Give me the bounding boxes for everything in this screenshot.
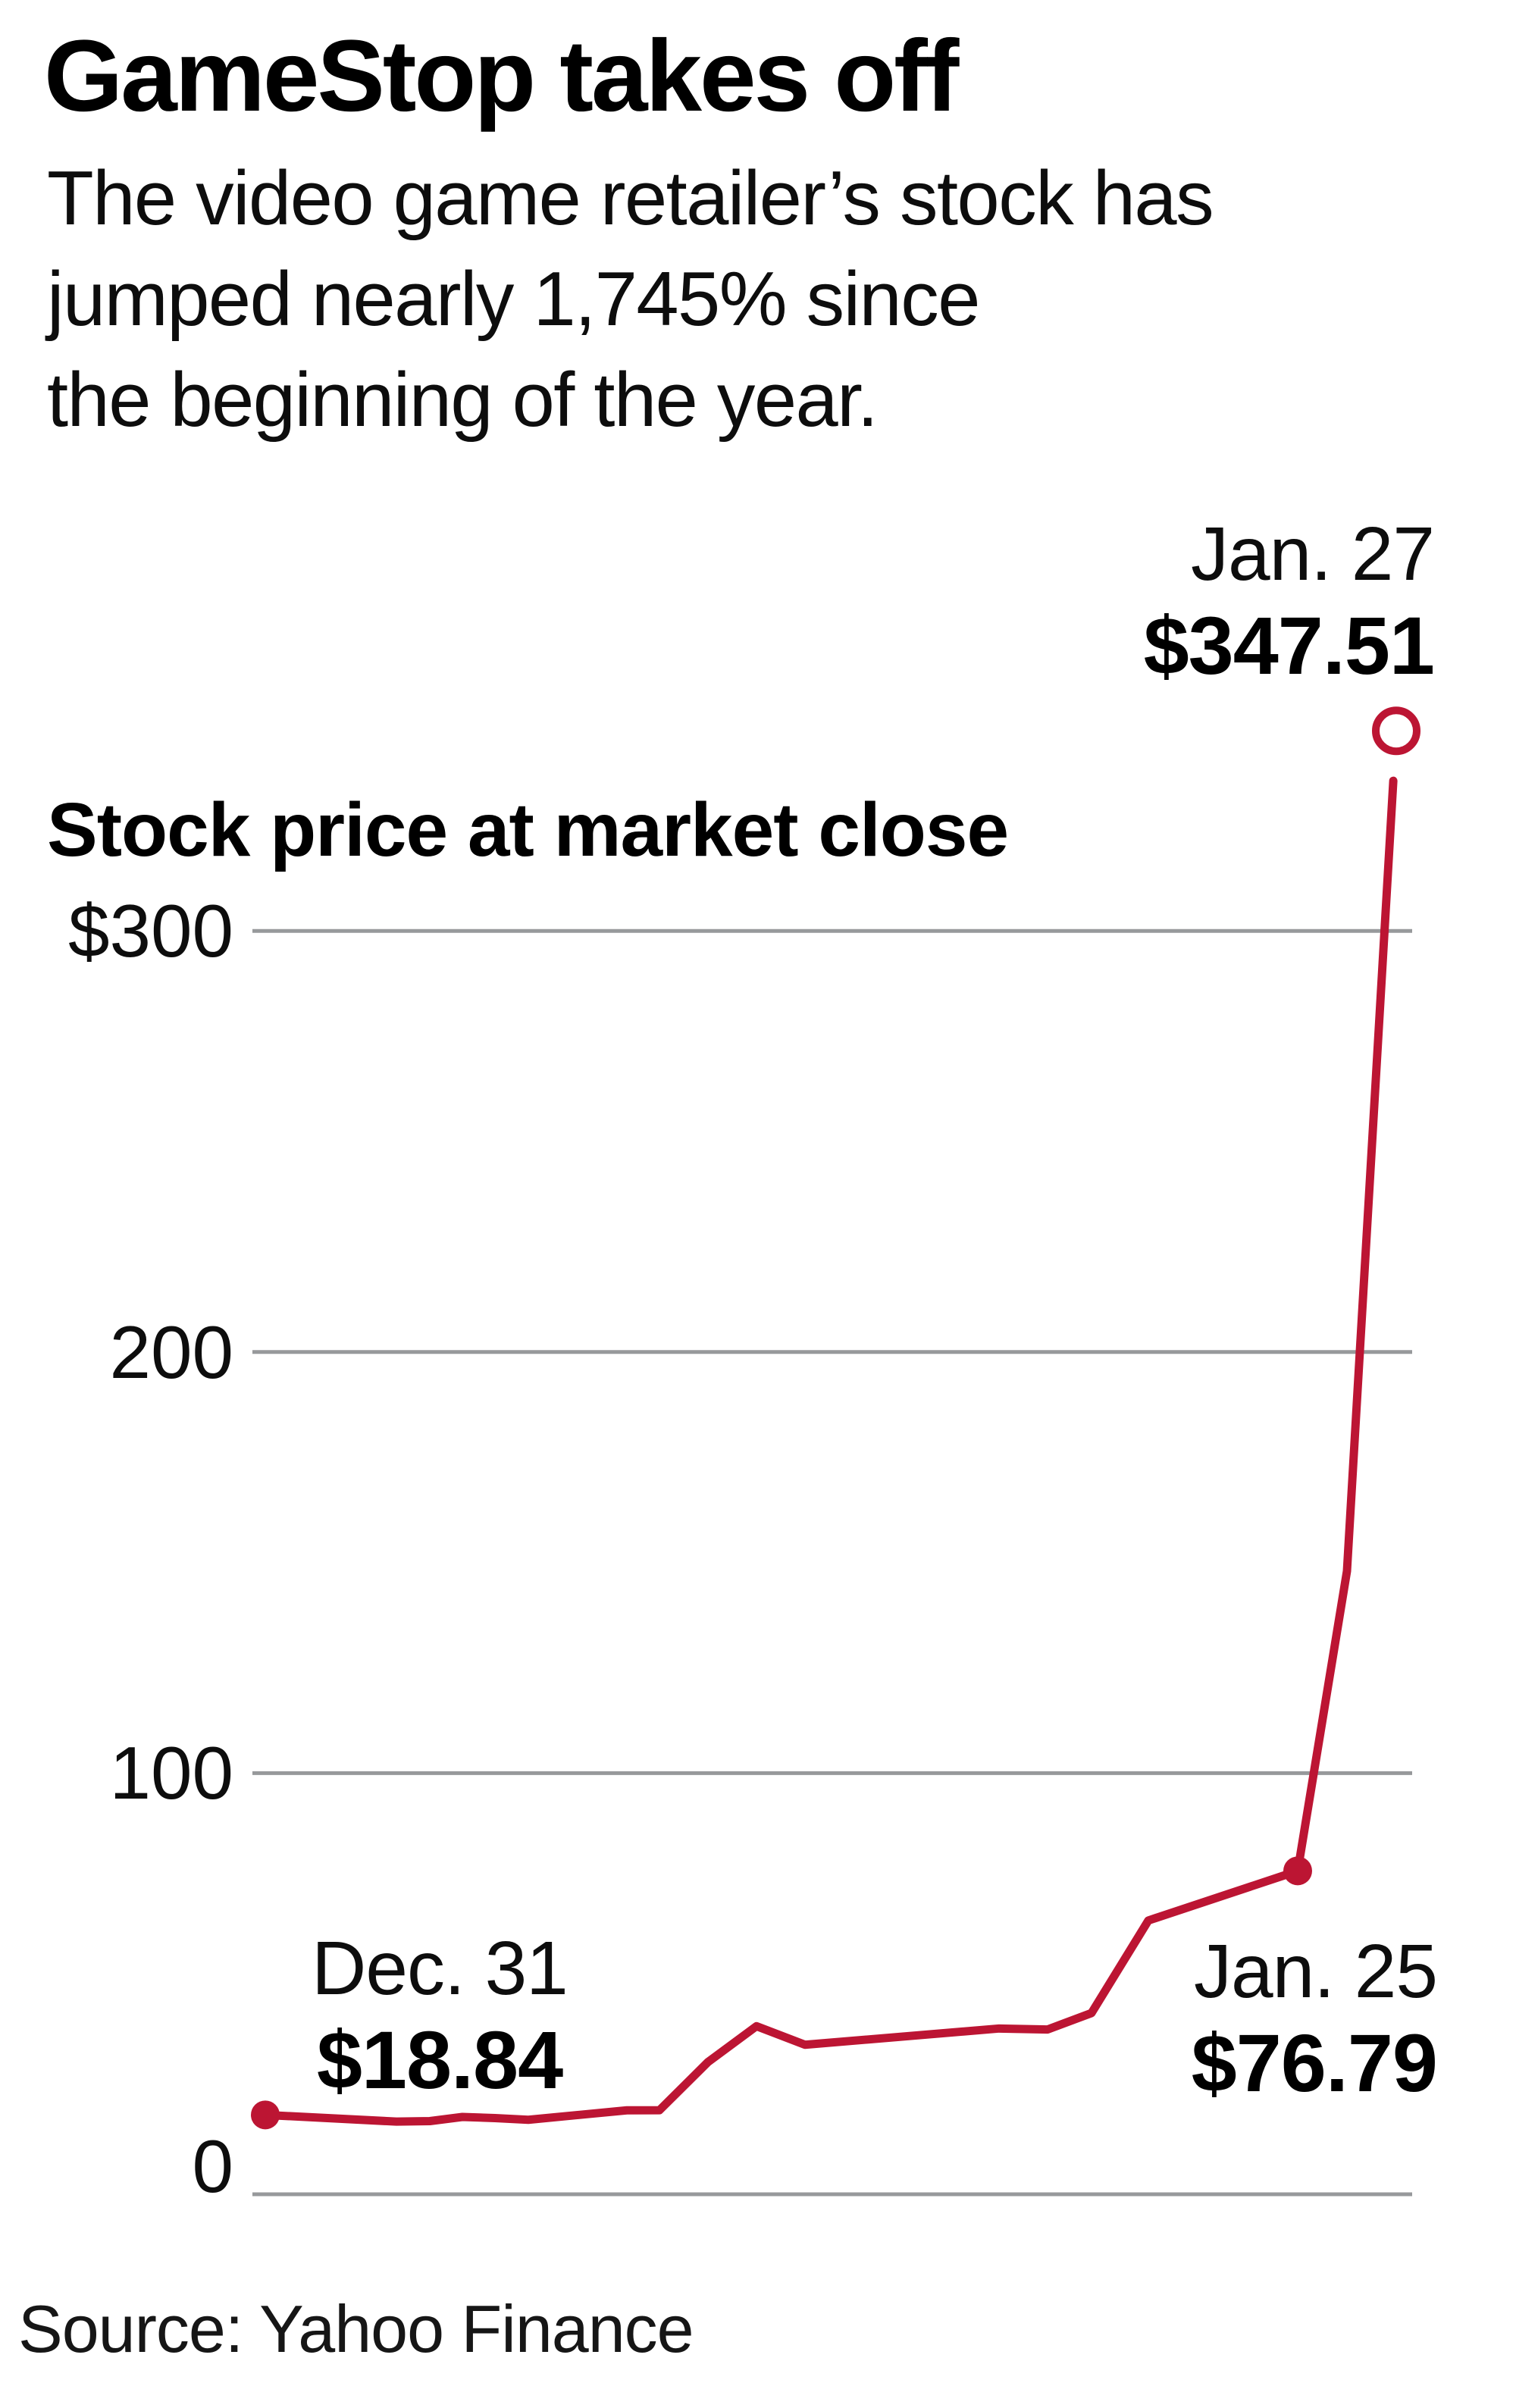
annotation-mid-date: Jan. 25 bbox=[1193, 1929, 1438, 2014]
filled-point-marker bbox=[251, 2100, 280, 2130]
y-tick-label-1: 200 bbox=[109, 1310, 233, 1394]
price-line bbox=[261, 776, 1398, 2126]
page-title: GameStop takes off bbox=[44, 20, 959, 133]
source-credit: Source: Yahoo Finance bbox=[18, 2291, 694, 2366]
page-subtitle: The video game retailer’s stock has jump… bbox=[47, 149, 1214, 451]
subtitle-line-1: The video game retailer’s stock has bbox=[47, 156, 1214, 241]
annotation-mid: Jan. 25 $76.79 bbox=[1191, 1929, 1438, 2109]
chart-section-label: Stock price at market close bbox=[47, 788, 1009, 872]
annotation-start-date: Dec. 31 bbox=[312, 1926, 568, 2011]
y-tick-label-0: $300 bbox=[67, 889, 233, 973]
annotation-mid-price: $76.79 bbox=[1191, 2017, 1438, 2109]
subtitle-line-2: jumped nearly 1,745% since bbox=[47, 257, 980, 342]
annotation-peak-price: $347.51 bbox=[1143, 600, 1435, 691]
subtitle-line-3: the beginning of the year. bbox=[47, 358, 879, 443]
filled-point-marker bbox=[1283, 1856, 1312, 1886]
annotation-start: Dec. 31 $18.84 bbox=[250, 1928, 629, 2103]
annotation-peak-date: Jan. 27 bbox=[1190, 512, 1435, 597]
annotation-peak: Jan. 27 $347.51 bbox=[1143, 512, 1435, 691]
y-tick-label-3: 0 bbox=[192, 2125, 233, 2208]
annotation-start-price: $18.84 bbox=[316, 2014, 563, 2106]
y-tick-label-2: 100 bbox=[109, 1731, 233, 1815]
open-point-marker bbox=[1372, 706, 1420, 756]
